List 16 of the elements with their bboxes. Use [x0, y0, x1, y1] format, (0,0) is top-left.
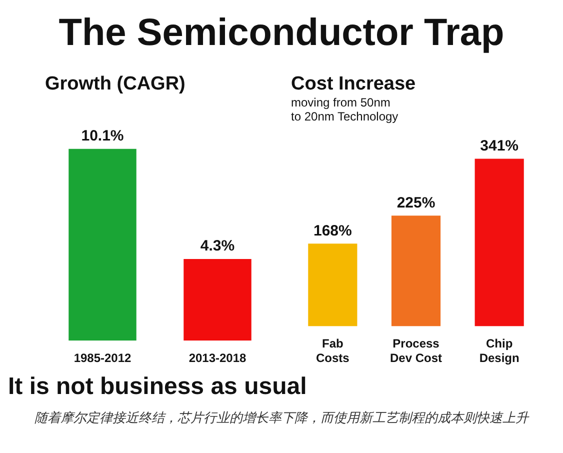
text: It is not business as usual — [7, 373, 308, 401]
data-label: 341% — [480, 137, 519, 154]
x-tick-label: Chip Design — [479, 336, 520, 366]
data-label: 4.3% — [200, 238, 235, 255]
chart-title: Cost Increase — [291, 74, 416, 95]
x-tick-label: 1985-2012 — [74, 351, 132, 366]
data-label: 10.1% — [81, 127, 124, 144]
chart-subtitle: moving from 50nm to 20nm Technology — [291, 95, 398, 124]
text: 随着摩尔定律接近终结，芯片行业的增长率下降，而使用新工艺制程的成本则快速上升 — [34, 409, 530, 427]
x-tick-label: 2013-2018 — [188, 351, 247, 366]
x-tick-label: Fab Costs — [316, 336, 350, 366]
data-label: 225% — [396, 194, 436, 212]
chart-title: Growth (CAGR) — [45, 74, 186, 95]
text: The Semiconductor Trap — [58, 11, 506, 56]
data-label: 168% — [313, 222, 352, 240]
x-tick-label: Process Dev Cost — [390, 336, 442, 366]
